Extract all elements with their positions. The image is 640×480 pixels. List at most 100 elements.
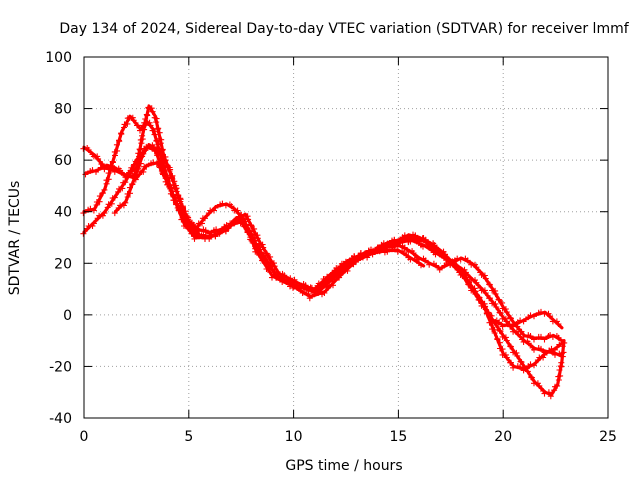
data-point-marker (373, 246, 380, 253)
data-point-marker (289, 279, 296, 286)
data-point-marker (510, 323, 517, 330)
data-point-marker (119, 185, 126, 192)
data-point-marker (538, 333, 544, 340)
data-point-marker (337, 263, 344, 270)
data-point-marker (232, 216, 239, 223)
data-point-marker (93, 168, 99, 175)
data-point-marker (555, 334, 562, 341)
data-point-marker (361, 251, 368, 258)
data-point-marker (195, 233, 202, 240)
data-point-marker (487, 312, 493, 319)
data-point-marker (306, 295, 313, 302)
data-point-marker (139, 153, 146, 160)
data-point-marker (109, 162, 115, 169)
data-point-marker (457, 256, 464, 263)
data-point-marker (336, 267, 343, 274)
y-tick-label: 0 (63, 308, 72, 324)
x-axis-label: GPS time / hours (285, 458, 402, 474)
data-point-marker (503, 309, 510, 316)
data-point-marker (461, 266, 468, 273)
data-point-marker (525, 340, 532, 347)
data-point-marker (85, 146, 92, 153)
data-point-marker (105, 170, 112, 177)
data-point-marker (166, 168, 173, 174)
data-point-marker (151, 143, 157, 150)
data-point-marker (108, 200, 115, 207)
data-point-marker (422, 257, 429, 264)
data-point-marker (394, 248, 401, 255)
data-point-marker (436, 266, 443, 273)
data-point-marker (464, 257, 471, 264)
data-point-marker (122, 199, 129, 206)
data-point-marker (536, 382, 543, 389)
x-tick-label: 0 (80, 429, 89, 445)
data-point-marker (559, 353, 566, 360)
data-point-marker (351, 253, 358, 260)
data-point-marker (527, 312, 534, 319)
data-point-marker (266, 260, 273, 267)
data-point-marker (216, 230, 223, 237)
data-point-marker (227, 223, 234, 229)
data-point-marker (96, 193, 103, 200)
data-point-marker (300, 284, 307, 291)
data-point-marker (503, 354, 510, 361)
data-point-marker (182, 208, 189, 215)
data-point-marker (156, 129, 163, 136)
data-point-marker (410, 250, 417, 257)
data-point-marker (142, 147, 149, 154)
data-point-marker (517, 317, 524, 324)
data-point-marker (202, 232, 209, 239)
data-point-marker (499, 346, 506, 353)
data-point-marker (173, 201, 180, 208)
data-point-marker (212, 205, 219, 211)
data-point-marker (256, 246, 263, 253)
data-point-marker (472, 277, 478, 284)
y-tick-label: 20 (54, 256, 72, 272)
data-point-marker (145, 143, 152, 150)
data-point-marker (445, 256, 452, 263)
data-point-marker (118, 130, 125, 137)
chart-title: Day 134 of 2024, Sidereal Day-to-day VTE… (59, 21, 629, 37)
data-point-marker (557, 363, 564, 369)
data-point-marker (228, 203, 235, 210)
data-point-marker (117, 167, 124, 174)
data-point-marker (357, 250, 364, 257)
data-point-marker (138, 140, 145, 147)
data-point-marker (147, 122, 154, 129)
data-point-marker (120, 202, 127, 209)
data-point-marker (538, 345, 544, 352)
data-point-marker (487, 295, 493, 302)
data-point-marker (162, 158, 169, 164)
data-point-marker (520, 318, 527, 325)
data-point-marker (368, 246, 374, 253)
data-point-marker (254, 235, 261, 242)
y-tick-label: 60 (54, 153, 72, 169)
data-point-marker (251, 225, 258, 232)
data-point-marker (115, 188, 122, 195)
data-point-marker (140, 168, 147, 175)
data-point-marker (557, 372, 564, 379)
data-point-marker (344, 259, 351, 266)
data-point-marker (130, 117, 137, 124)
data-point-marker (80, 145, 87, 152)
data-point-marker (538, 308, 544, 315)
data-point-marker (497, 328, 504, 335)
data-point-marker (531, 336, 537, 343)
y-tick-label: 80 (54, 102, 72, 118)
data-point-marker (556, 341, 563, 348)
data-point-marker (461, 272, 467, 279)
data-point-marker (534, 357, 541, 364)
x-tick-label: 5 (184, 429, 193, 445)
data-point-marker (508, 315, 514, 322)
data-point-marker (167, 185, 174, 192)
data-point-marker (311, 290, 317, 296)
series-track-5 (111, 142, 568, 400)
data-point-marker (206, 230, 213, 237)
data-point-marker (105, 176, 112, 183)
data-point-marker (180, 204, 186, 211)
data-point-marker (139, 132, 146, 139)
data-point-marker (497, 310, 504, 317)
data-point-marker (433, 262, 440, 269)
data-point-marker (114, 147, 121, 154)
